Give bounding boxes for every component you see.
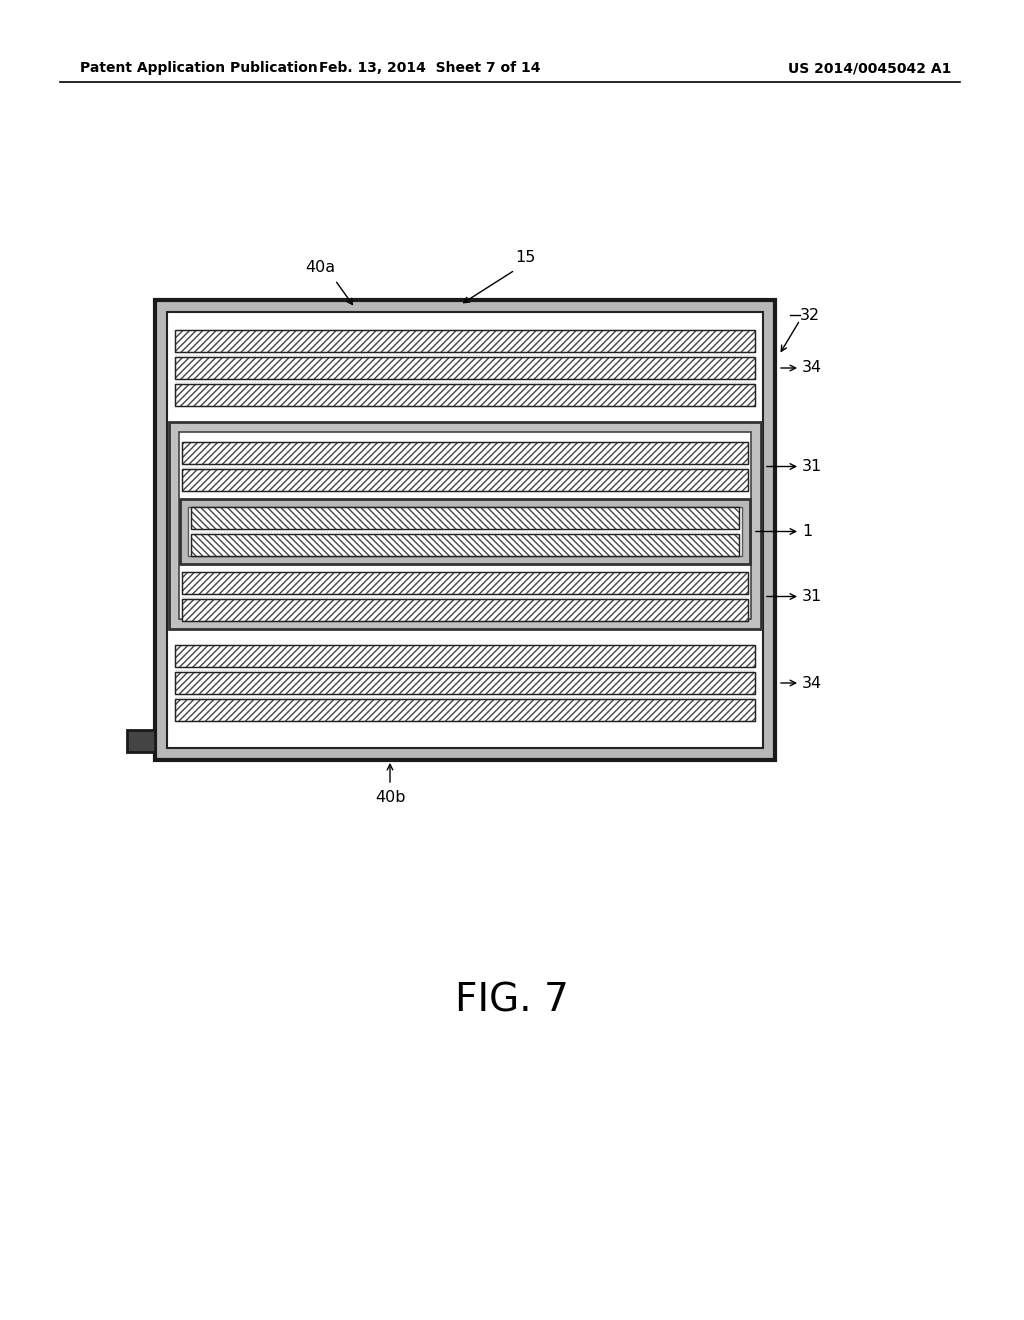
Text: 34: 34 [802, 676, 822, 690]
Text: 31: 31 [802, 459, 822, 474]
Text: 32: 32 [800, 308, 820, 322]
Bar [191, 507, 739, 529]
Bar [175, 700, 755, 721]
Bar [182, 442, 748, 465]
Bar [182, 469, 748, 491]
Bar [175, 356, 755, 379]
Bar [175, 645, 755, 667]
Bar [155, 300, 775, 760]
Bar [175, 700, 755, 721]
Bar [175, 356, 755, 379]
Bar [182, 599, 748, 620]
Text: 31: 31 [802, 589, 822, 605]
Bar [191, 535, 739, 556]
Bar [175, 645, 755, 667]
Text: FIG. 7: FIG. 7 [455, 981, 569, 1019]
Bar [182, 572, 748, 594]
Bar [175, 356, 755, 379]
Bar [175, 645, 755, 667]
Bar [182, 599, 748, 620]
Bar [169, 422, 761, 630]
Bar [191, 535, 739, 556]
Bar [175, 384, 755, 407]
Bar [175, 384, 755, 407]
Bar [182, 442, 748, 465]
Bar [175, 700, 755, 721]
Text: US 2014/0045042 A1: US 2014/0045042 A1 [788, 61, 951, 75]
Bar [175, 672, 755, 694]
Bar [179, 432, 751, 619]
Bar [182, 572, 748, 594]
Text: 40b: 40b [375, 789, 406, 805]
Text: 34: 34 [802, 360, 822, 375]
Bar [127, 730, 155, 752]
Bar [175, 330, 755, 352]
Text: Feb. 13, 2014  Sheet 7 of 14: Feb. 13, 2014 Sheet 7 of 14 [319, 61, 541, 75]
Bar [191, 507, 739, 529]
Bar [175, 384, 755, 407]
Text: 40a: 40a [305, 260, 335, 275]
Bar [175, 672, 755, 694]
Bar [191, 507, 739, 529]
Bar [191, 535, 739, 556]
Bar [182, 599, 748, 620]
Bar [180, 499, 750, 564]
Bar [182, 442, 748, 465]
Bar [182, 469, 748, 491]
Bar [175, 672, 755, 694]
Text: 15: 15 [515, 249, 536, 265]
Bar [175, 330, 755, 352]
Text: 1: 1 [802, 524, 812, 539]
Bar [175, 330, 755, 352]
Bar [167, 312, 763, 748]
Bar [182, 469, 748, 491]
Bar [188, 507, 742, 556]
Bar [182, 572, 748, 594]
Text: Patent Application Publication: Patent Application Publication [80, 61, 317, 75]
